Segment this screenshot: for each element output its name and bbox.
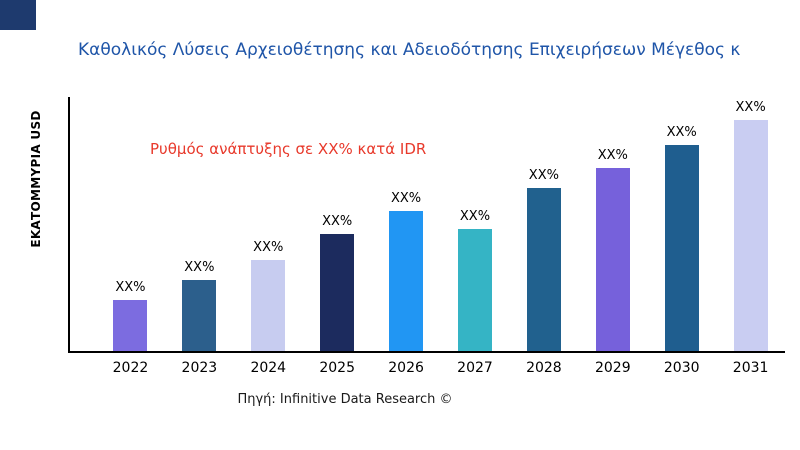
bar-slot: XX%	[96, 97, 165, 351]
bar-slot: XX%	[441, 97, 510, 351]
bar-2029	[595, 168, 630, 351]
bar-2023	[182, 279, 217, 351]
x-tick-label: 2031	[732, 360, 769, 376]
bar-2030	[664, 145, 699, 351]
bar-slot: XX%	[372, 97, 441, 351]
bar-value-label: XX%	[184, 259, 215, 275]
bar-2022	[113, 300, 148, 351]
source-attribution: Πηγή: Infinitive Data Research ©	[237, 392, 453, 407]
x-tick-label: 2028	[526, 360, 562, 376]
x-axis-labels: 2022 2023 2024 2025 2026 2027 2028 2029 2030 2031	[96, 360, 785, 376]
corner-accent-block	[0, 0, 36, 30]
bar-value-label: XX%	[528, 168, 559, 184]
bar-value-label: XX%	[115, 280, 146, 296]
bar-value-label: XX%	[735, 99, 766, 115]
bar-2028	[526, 188, 561, 351]
bar-slot: XX%	[303, 97, 372, 351]
x-tick-label: 2022	[112, 360, 149, 376]
bars: XX% XX% XX% XX% XX% XX% XX% XX% XX% XX%	[96, 97, 785, 351]
x-tick-label: 2025	[319, 360, 355, 376]
bar-value-label: XX%	[253, 239, 284, 255]
bar-value-label: XX%	[390, 191, 422, 207]
bar-value-label: XX%	[666, 125, 697, 141]
bar-value-label: XX%	[597, 148, 628, 164]
x-tick-label: 2023	[181, 360, 218, 376]
bar-slot: XX%	[716, 97, 785, 351]
x-tick-label: 2027	[457, 360, 493, 376]
growth-rate-annotation: Ρυθμός ανάπτυξης σε XX% κατά IDR	[150, 140, 427, 158]
plot-area: XX% XX% XX% XX% XX% XX% XX% XX% XX% XX%	[68, 97, 785, 353]
bar-slot: XX%	[509, 97, 578, 351]
chart-title: Καθολικός Λύσεις Αρχειοθέτησης και Αδειο…	[78, 40, 741, 60]
bar-slot: XX%	[647, 97, 716, 351]
bar-2027	[457, 229, 492, 351]
x-tick-label: 2029	[594, 360, 631, 376]
x-tick-label: 2026	[388, 360, 424, 376]
y-axis-title: ΕΚΑΤΟΜΜΥΡΙΑ USD	[29, 110, 43, 248]
bar-2026	[389, 211, 424, 351]
bar-2025	[320, 234, 355, 351]
x-tick-label: 2024	[250, 360, 287, 376]
bar-2024	[251, 259, 286, 351]
bar-value-label: XX%	[322, 214, 353, 230]
bar-2031	[733, 119, 768, 351]
bar-slot: XX%	[234, 97, 303, 351]
bar-slot: XX%	[165, 97, 234, 351]
x-tick-label: 2030	[663, 360, 700, 376]
bar-value-label: XX%	[459, 209, 491, 225]
bar-slot: XX%	[578, 97, 647, 351]
